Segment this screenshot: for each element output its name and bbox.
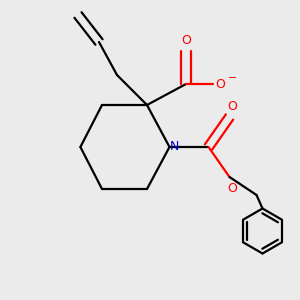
Text: O: O xyxy=(228,182,237,194)
Text: −: − xyxy=(228,73,237,83)
Text: O: O xyxy=(216,77,225,91)
Text: N: N xyxy=(170,140,180,154)
Text: O: O xyxy=(181,34,191,46)
Text: O: O xyxy=(228,100,237,112)
